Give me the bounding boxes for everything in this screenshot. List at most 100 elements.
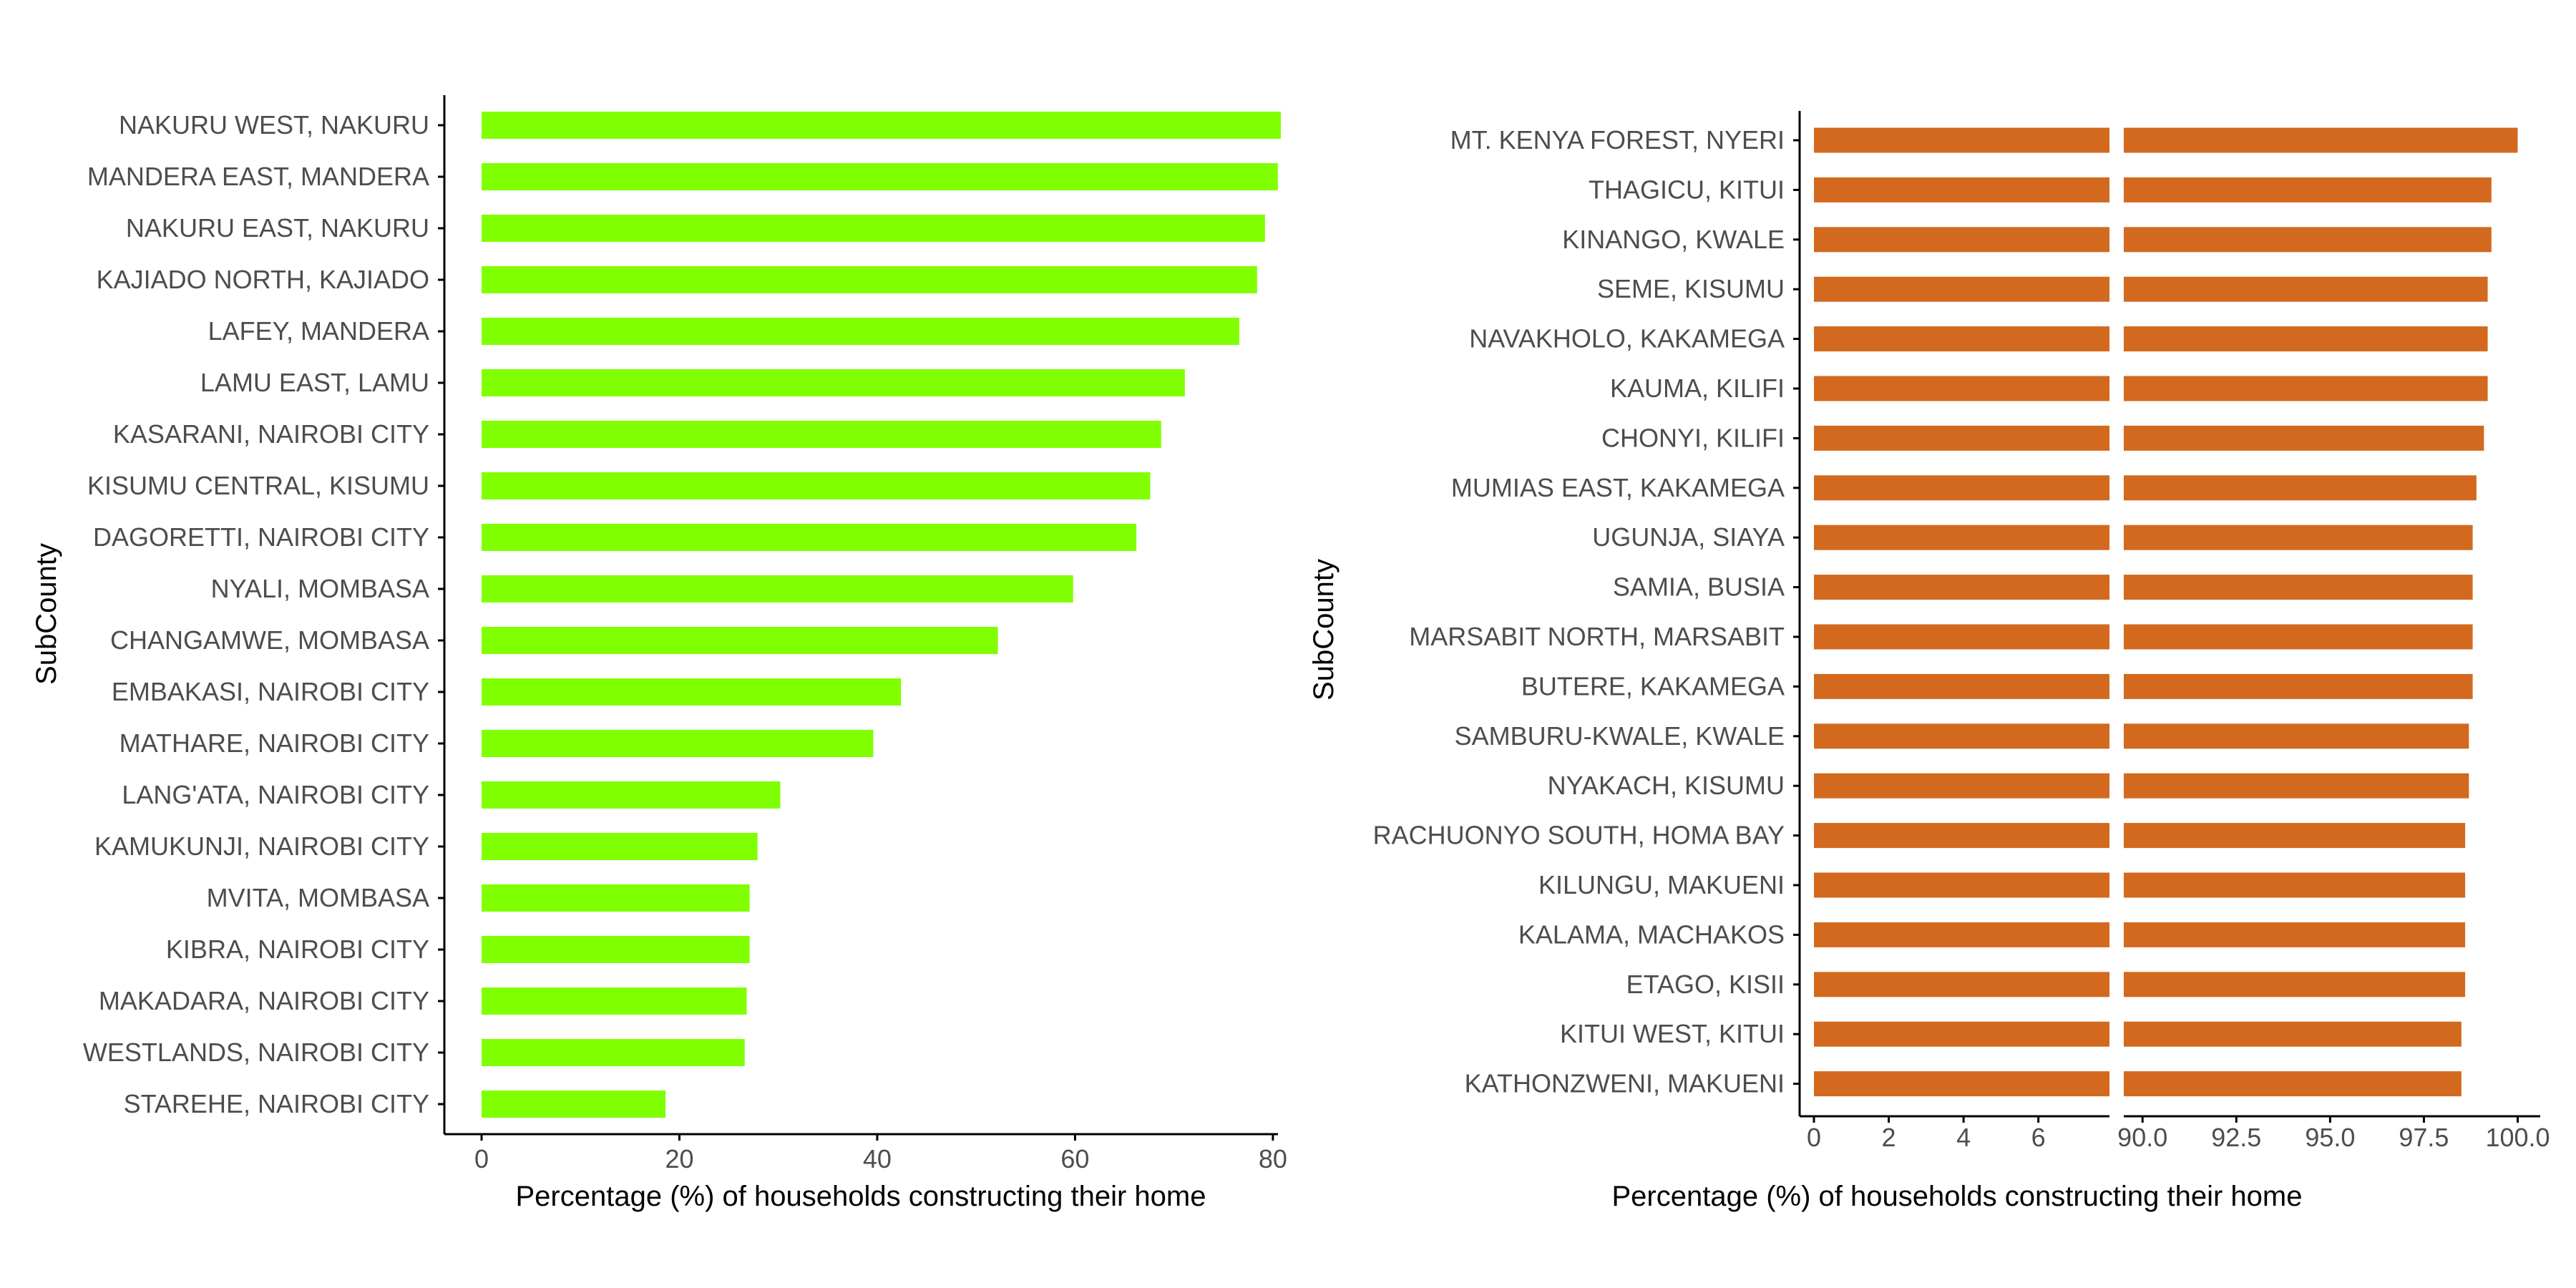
category-label: CHONYI, KILIFI	[1601, 423, 1785, 452]
bar-kitui-west-kitui-part-2	[2124, 1021, 2462, 1047]
bar-thagicu-kitui-part-1	[1814, 177, 2109, 203]
x-tick-label: 20	[665, 1144, 693, 1174]
bar-mathare-nairobi-city	[482, 730, 874, 757]
bar-kibra-nairobi-city	[482, 936, 750, 963]
category-label: KAJIADO NORTH, KAJIADO	[97, 265, 429, 294]
category-label: BUTERE, KAKAMEGA	[1521, 671, 1785, 701]
bar-kilungu-makueni-part-2	[2124, 872, 2466, 898]
bar-seme-kisumu-part-2	[2124, 276, 2488, 302]
category-label: KINANGO, KWALE	[1562, 225, 1785, 254]
bar-kauma-kilifi-part-2	[2124, 376, 2488, 401]
category-label: THAGICU, KITUI	[1589, 175, 1785, 204]
bar-lang-ata-nairobi-city	[482, 781, 781, 809]
x-tick-label: 95.0	[2305, 1123, 2355, 1152]
bar-kasarani-nairobi-city	[482, 421, 1161, 448]
bar-kisumu-central-kisumu	[482, 472, 1151, 499]
category-label: MAKADARA, NAIROBI CITY	[99, 986, 429, 1015]
x-tick-label: 80	[1259, 1144, 1287, 1174]
bar-etago-kisii-part-2	[2124, 972, 2466, 997]
x-tick-label: 60	[1060, 1144, 1089, 1174]
right-x-axis-title: Percentage (%) of households constructin…	[1612, 1181, 2303, 1212]
category-label: MUMIAS EAST, KAKAMEGA	[1451, 473, 1785, 502]
bar-dagoretti-nairobi-city	[482, 524, 1137, 551]
x-tick-label: 100.0	[2485, 1123, 2550, 1152]
left-category-labels: NAKURU WEST, NAKURU MANDERA EAST, MANDERA…	[83, 110, 444, 1118]
x-tick-label: 40	[863, 1144, 892, 1174]
category-label: LAMU EAST, LAMU	[200, 368, 429, 397]
bar-nyakach-kisumu-part-2	[2124, 773, 2469, 799]
bar-mt-kenya-forest-nyeri-part-2	[2124, 127, 2518, 153]
bar-samburu-kwale-kwale-part-2	[2124, 723, 2469, 749]
right-category-labels: MT. KENYA FOREST, NYERI THAGICU, KITUI KIN…	[1373, 125, 1800, 1098]
bar-nyali-mombasa	[482, 575, 1073, 602]
category-label: NYAKACH, KISUMU	[1548, 771, 1785, 800]
category-label: DAGORETTI, NAIROBI CITY	[93, 522, 429, 552]
category-label: MATHARE, NAIROBI CITY	[119, 728, 429, 758]
category-label: WESTLANDS, NAIROBI CITY	[83, 1038, 429, 1067]
x-tick-label: 0	[474, 1144, 489, 1174]
category-label: SAMBURU-KWALE, KWALE	[1455, 721, 1785, 751]
bar-mt-kenya-forest-nyeri-part-1	[1814, 127, 2109, 153]
bar-mumias-east-kakamega-part-2	[2124, 475, 2477, 501]
bar-marsabit-north-marsabit-part-1	[1814, 624, 2109, 650]
left-bars	[482, 112, 1281, 1118]
category-label: SAMIA, BUSIA	[1613, 572, 1785, 602]
bar-kauma-kilifi-part-1	[1814, 376, 2109, 401]
bar-ugunja-siaya-part-1	[1814, 525, 2109, 550]
category-label: KISUMU CENTRAL, KISUMU	[87, 471, 429, 500]
x-tick-label: 97.5	[2399, 1123, 2449, 1152]
bar-kinango-kwale-part-2	[2124, 227, 2492, 253]
category-label: LANG'ATA, NAIROBI CITY	[122, 780, 429, 809]
bar-nakuru-west-nakuru	[482, 112, 1281, 139]
bar-kilungu-makueni-part-1	[1814, 872, 2109, 898]
category-label: KAMUKUNJI, NAIROBI CITY	[94, 831, 429, 861]
bar-lafey-mandera	[482, 318, 1239, 345]
bar-thagicu-kitui-part-2	[2124, 177, 2492, 203]
left-y-axis-title: SubCounty	[31, 543, 62, 685]
category-label: NAKURU EAST, NAKURU	[126, 213, 429, 243]
left-x-axis-title: Percentage (%) of households constructin…	[516, 1181, 1206, 1212]
right-bars	[1814, 127, 2518, 1097]
category-label: MT. KENYA FOREST, NYERI	[1450, 125, 1785, 155]
left-x-ticks: 0 20 40 60 80	[474, 1134, 1287, 1174]
bar-navakholo-kakamega-part-1	[1814, 326, 2109, 352]
bar-kinango-kwale-part-1	[1814, 227, 2109, 253]
x-tick-label: 0	[1807, 1123, 1821, 1152]
bar-butere-kakamega-part-2	[2124, 673, 2473, 699]
category-label: MANDERA EAST, MANDERA	[87, 162, 429, 191]
bar-kathonzweni-makueni-part-2	[2124, 1071, 2462, 1097]
bar-nakuru-east-nakuru	[482, 215, 1265, 242]
bar-westlands-nairobi-city	[482, 1039, 745, 1066]
bar-samia-busia-part-1	[1814, 575, 2109, 600]
bar-mumias-east-kakamega-part-1	[1814, 475, 2109, 501]
category-label: CHANGAMWE, MOMBASA	[110, 625, 429, 655]
right-y-axis-title: SubCounty	[1308, 559, 1340, 701]
category-label: SEME, KISUMU	[1597, 274, 1785, 303]
bar-changamwe-mombasa	[482, 627, 998, 654]
category-label: MARSABIT NORTH, MARSABIT	[1409, 622, 1785, 651]
bar-samia-busia-part-2	[2124, 575, 2473, 600]
bar-kamukunji-nairobi-city	[482, 833, 758, 860]
bar-marsabit-north-marsabit-part-2	[2124, 624, 2473, 650]
x-tick-label: 6	[2031, 1123, 2046, 1152]
category-label: KALAMA, MACHAKOS	[1518, 919, 1785, 949]
bar-seme-kisumu-part-1	[1814, 276, 2109, 302]
category-label: MVITA, MOMBASA	[207, 883, 429, 912]
x-tick-label: 92.5	[2211, 1123, 2261, 1152]
bar-kajiado-north-kajiado	[482, 266, 1257, 293]
category-label: NAKURU WEST, NAKURU	[119, 110, 429, 140]
category-label: KASARANI, NAIROBI CITY	[113, 419, 429, 449]
bar-lamu-east-lamu	[482, 369, 1185, 396]
bar-etago-kisii-part-1	[1814, 972, 2109, 997]
bar-kalama-machakos-part-1	[1814, 922, 2109, 947]
bar-chonyi-kilifi-part-1	[1814, 425, 2109, 451]
category-label: UGUNJA, SIAYA	[1592, 522, 1785, 552]
category-label: KAUMA, KILIFI	[1610, 374, 1785, 403]
bar-rachuonyo-south-homa-bay-part-1	[1814, 823, 2109, 849]
category-label: KILUNGU, MAKUENI	[1538, 870, 1785, 899]
x-tick-label: 2	[1882, 1123, 1896, 1152]
bar-mandera-east-mandera	[482, 163, 1278, 190]
bar-chonyi-kilifi-part-2	[2124, 425, 2484, 451]
category-label: EMBAKASI, NAIROBI CITY	[112, 677, 429, 706]
